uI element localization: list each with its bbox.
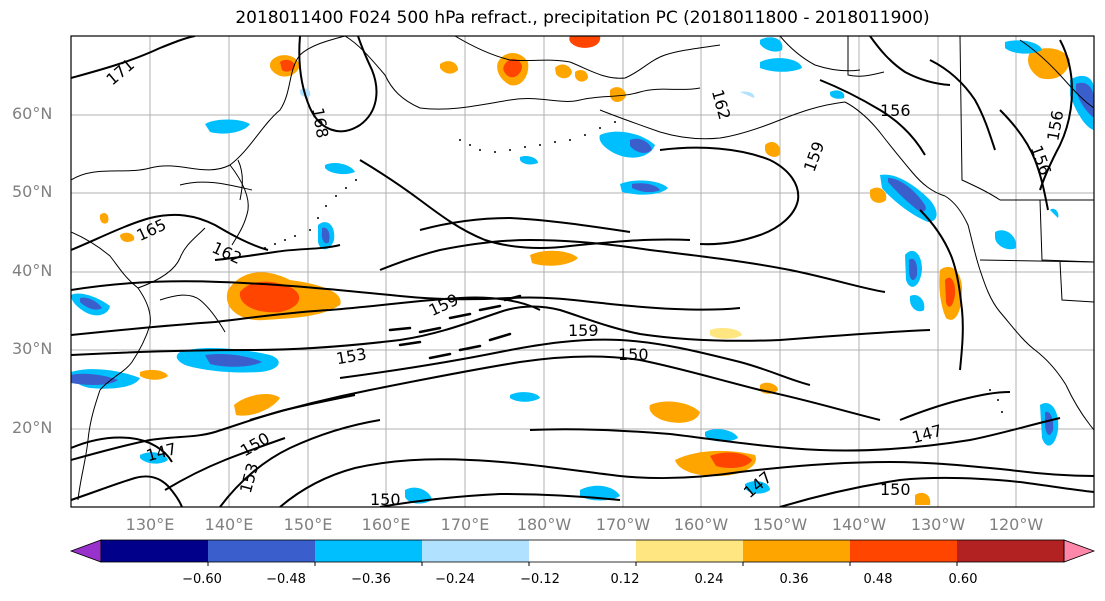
lon-label: 140°W [831,515,887,534]
lat-label: 30°N [12,339,53,358]
colorbar-extend-low [69,539,102,563]
map-title: 2018011400 F024 500 hPa refract., precip… [235,8,930,28]
lon-label: 150°E [283,515,333,534]
colorbar-segment [957,540,1064,562]
lon-label: 140°E [204,515,254,534]
colorbar-tick-label: 0.12 [610,572,640,587]
lat-label: 40°N [12,261,53,280]
lat-label: 60°N [12,104,53,123]
lon-label: 180°W [516,515,572,534]
lat-label: 50°N [12,182,53,201]
contour-label: 150 [618,345,649,364]
colorbar-segment [636,540,743,562]
contour-label: 156 [880,101,911,120]
colorbar-segment [529,540,636,562]
colorbar-segment [208,540,315,562]
colorbar-tick-label: −0.24 [435,572,475,587]
colorbar-segment [743,540,850,562]
precip-patches [71,36,1094,505]
colorbar-tick-label: −0.60 [182,572,222,587]
lon-label: 150°W [752,515,808,534]
lon-label: 120°W [988,515,1044,534]
contour-label: 150 [370,490,401,509]
lon-label: 170°E [440,515,490,534]
colorbar-frame [100,539,1065,563]
colorbar [69,539,1096,566]
refractivity-contours [71,36,1094,507]
colorbar-tick-label: −0.48 [266,572,306,587]
contour-dashes [388,294,522,360]
lat-label: 20°N [12,418,53,437]
colorbar-segment [315,540,422,562]
colorbar-segment [850,540,957,562]
lon-label: 130°W [910,515,966,534]
colorbar-tick-label: 0.48 [863,572,893,587]
colorbar-tick-label: 0.24 [694,572,724,587]
gridlines [71,36,1094,507]
aleutian-islands [264,121,1003,413]
colorbar-tick-label: 0.60 [948,572,978,587]
colorbar-segment [422,540,529,562]
colorbar-tick-label: −0.12 [520,572,560,587]
lon-label: 170°W [595,515,651,534]
colorbar-tick-label: 0.36 [779,572,809,587]
lon-label: 130°E [125,515,175,534]
lon-label: 160°W [673,515,729,534]
colorbar-tick-label: −0.36 [351,572,391,587]
map-frame [70,35,1095,508]
lon-label: 160°E [361,515,411,534]
contour-label: 150 [880,480,911,499]
colorbar-segment [101,540,208,562]
contour-label: 159 [568,321,599,340]
colorbar-extend-high [1063,539,1096,563]
